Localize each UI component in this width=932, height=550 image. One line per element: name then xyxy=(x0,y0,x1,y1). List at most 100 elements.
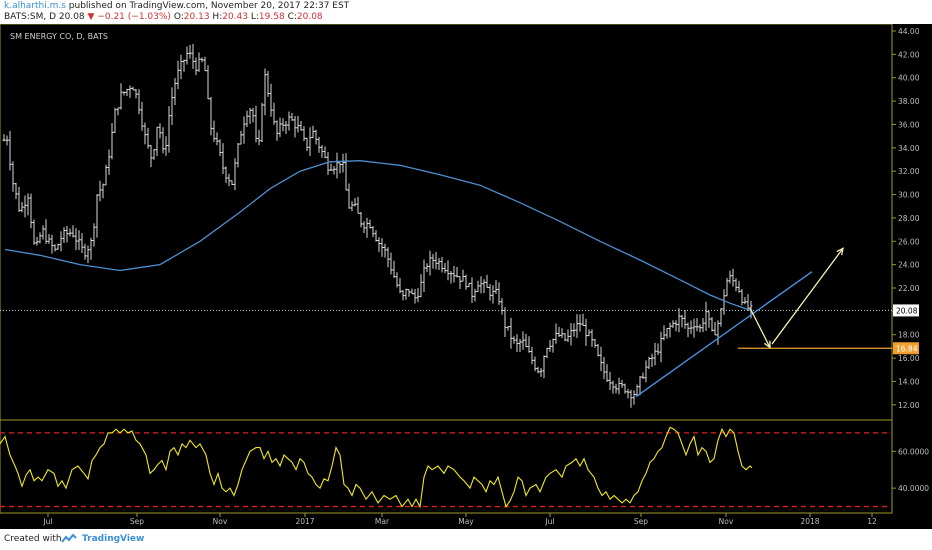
price-bar xyxy=(215,132,219,146)
price-bar xyxy=(377,237,381,253)
time-tick-label: Sep xyxy=(130,517,144,526)
price-bar xyxy=(653,342,657,366)
price-bar xyxy=(707,311,711,328)
price-bar xyxy=(431,253,435,269)
price-bar xyxy=(182,59,186,72)
price-bar xyxy=(128,85,132,98)
footer: Created with TradingView xyxy=(0,529,932,550)
price-tick-label: 30.00 xyxy=(898,191,920,200)
published-text: published on TradingView.com, November 2… xyxy=(68,1,350,11)
time-tick-label: 2017 xyxy=(295,517,314,526)
price-bar xyxy=(14,182,18,200)
price-bar xyxy=(2,134,6,142)
price-bar xyxy=(395,272,399,288)
price-bar xyxy=(593,338,597,348)
price-bar xyxy=(71,225,75,238)
price-bar xyxy=(671,320,675,328)
created-with-text: Created with xyxy=(4,534,62,544)
price-tick-label: 26.00 xyxy=(898,237,920,246)
price-change: −0.21 (−1.03%) xyxy=(97,12,171,22)
price-bar xyxy=(374,230,378,242)
price-bar xyxy=(332,165,336,175)
price-bar xyxy=(656,343,660,356)
price-bar xyxy=(509,317,513,349)
price-bar xyxy=(158,123,162,139)
price-bar xyxy=(278,117,282,137)
price-bar xyxy=(734,278,738,292)
price-bar xyxy=(368,219,372,229)
price-bar xyxy=(530,346,534,365)
quote-line: BATS:SM, D 20.08 ▼ −0.21 (−1.03%) O:20.1… xyxy=(4,12,323,22)
tradingview-logo-icon xyxy=(61,533,77,543)
last-price-badge-label: 20.08 xyxy=(896,306,918,315)
price-bar xyxy=(50,234,54,254)
price-bar xyxy=(482,279,486,294)
last-price-badge xyxy=(893,304,919,317)
forecast-arrow-icon xyxy=(836,247,844,256)
price-bar xyxy=(614,383,618,394)
price-bar xyxy=(497,282,501,305)
price-bar xyxy=(602,357,606,380)
price-bar xyxy=(692,318,696,338)
time-tick-label: Jul xyxy=(544,517,554,526)
high-value: 20.43 xyxy=(222,12,248,22)
price-bar xyxy=(608,371,612,390)
time-tick-label: 12 xyxy=(867,517,877,526)
price-bar xyxy=(599,346,603,372)
author-link[interactable]: k.alharthi.m.s xyxy=(4,1,66,11)
price-bar xyxy=(563,333,567,342)
price-bar xyxy=(188,44,192,59)
price-bar xyxy=(35,237,39,246)
price-bar xyxy=(380,238,384,257)
price-bar xyxy=(275,120,279,141)
price-bar xyxy=(740,289,744,306)
price-bar xyxy=(194,57,198,76)
price-bar xyxy=(146,127,150,149)
support-trendline xyxy=(635,271,813,398)
price-bar xyxy=(41,225,45,240)
price-bar xyxy=(350,201,354,212)
time-tick-label: 2018 xyxy=(800,517,819,526)
price-bar xyxy=(59,231,63,252)
price-bar xyxy=(554,323,558,344)
price-bar xyxy=(125,88,129,97)
price-bar xyxy=(227,173,231,187)
price-bar xyxy=(176,60,180,90)
price-bar xyxy=(224,166,228,184)
price-bar xyxy=(491,285,495,304)
price-bar xyxy=(647,356,651,370)
price-bar xyxy=(11,161,15,192)
price-bar xyxy=(80,233,84,253)
symbol-label: BATS:SM, D xyxy=(4,12,57,22)
price-bar xyxy=(20,202,24,213)
price-bar xyxy=(314,129,318,145)
price-bar xyxy=(284,120,288,134)
price-bar xyxy=(584,318,588,346)
price-bar xyxy=(596,344,600,357)
price-bar xyxy=(392,260,396,278)
price-bar xyxy=(362,221,366,234)
price-bar xyxy=(266,70,270,97)
price-bar xyxy=(230,180,234,186)
publish-info: k.alharthi.m.s published on TradingView.… xyxy=(4,1,349,11)
rsi-line xyxy=(0,426,753,509)
time-axis: Jul Sep Nov 2017 Mar May Jul Sep Nov 2018 12 xyxy=(42,513,877,526)
price-bar xyxy=(407,288,411,297)
price-bar xyxy=(23,195,27,218)
forecast-arrow-line xyxy=(771,247,844,345)
chart-title: SM ENERGY CO, D, BATS xyxy=(10,32,108,41)
price-bar xyxy=(95,194,99,238)
price-bar xyxy=(419,274,423,298)
price-bar xyxy=(386,247,390,268)
price-bar xyxy=(725,277,729,297)
price-chart[interactable]: SM ENERGY CO, D, BATS 44.00 42.00 40.00 38.… xyxy=(0,24,932,529)
price-bar xyxy=(44,219,48,244)
price-bar xyxy=(569,323,573,346)
high-label: H: xyxy=(212,12,223,22)
tradingview-brand[interactable]: TradingView xyxy=(82,534,145,544)
price-bar xyxy=(719,307,723,327)
price-bar xyxy=(476,280,480,293)
forecast-arrow-icon xyxy=(764,340,771,349)
price-bar xyxy=(383,243,387,258)
price-bar xyxy=(356,196,360,214)
